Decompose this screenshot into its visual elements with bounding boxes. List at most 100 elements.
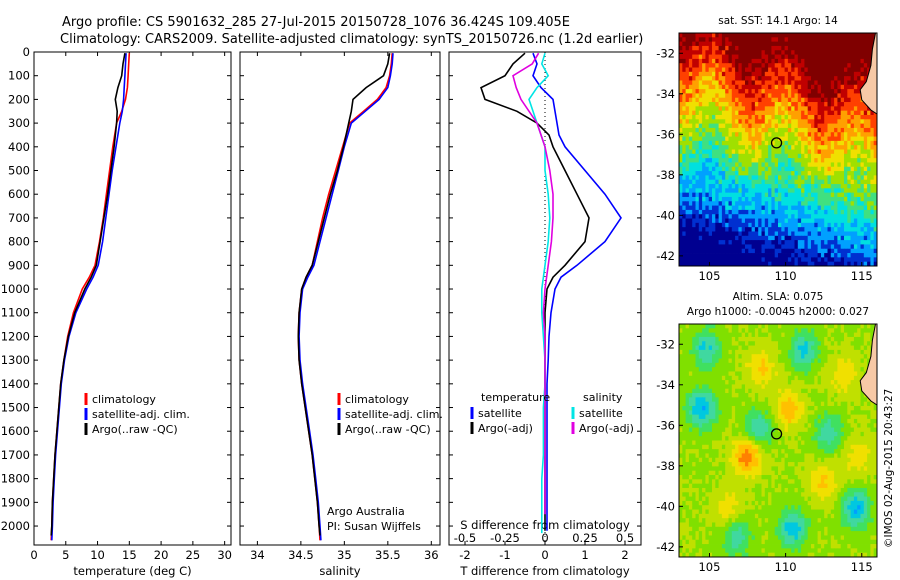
heatmap-cell bbox=[712, 158, 716, 163]
heatmap-cell bbox=[814, 54, 818, 60]
heatmap-cell bbox=[754, 145, 759, 150]
heatmap-cell bbox=[774, 132, 779, 137]
heatmap-cell bbox=[682, 136, 686, 142]
heatmap-cell bbox=[850, 393, 855, 398]
heatmap-cell bbox=[817, 102, 822, 107]
heatmap-cell bbox=[837, 50, 842, 55]
heatmap-cell bbox=[682, 371, 686, 377]
heatmap-cell bbox=[745, 97, 749, 103]
heatmap-cell bbox=[702, 106, 706, 112]
heatmap-cell bbox=[741, 171, 746, 176]
heatmap-cell bbox=[781, 345, 785, 351]
heatmap-cell bbox=[857, 405, 861, 411]
heatmap-cell bbox=[718, 127, 723, 133]
heatmap-cell bbox=[761, 358, 766, 364]
heatmap-cell bbox=[807, 192, 812, 198]
heatmap-cell bbox=[679, 414, 683, 420]
heatmap-cell bbox=[679, 393, 683, 398]
heatmap-cell bbox=[745, 328, 749, 334]
heatmap-cell bbox=[768, 67, 772, 73]
heatmap-cell bbox=[870, 153, 875, 159]
heatmap-cell bbox=[870, 132, 875, 137]
heatmap-cell bbox=[830, 222, 835, 228]
heatmap-cell bbox=[702, 175, 706, 181]
heatmap-cell bbox=[784, 358, 789, 364]
heatmap-cell bbox=[778, 54, 782, 60]
heatmap-cell bbox=[692, 192, 696, 198]
heatmap-cell bbox=[692, 354, 696, 359]
heatmap-cell bbox=[748, 222, 752, 228]
heatmap-cell bbox=[731, 384, 736, 390]
heatmap-cell bbox=[715, 119, 719, 125]
heatmap-cell bbox=[685, 253, 690, 258]
heatmap-cell bbox=[850, 45, 855, 51]
heatmap-cell bbox=[728, 102, 733, 107]
heatmap-cell bbox=[768, 332, 772, 338]
heatmap-cell bbox=[867, 132, 871, 137]
heatmap-cell bbox=[741, 231, 746, 237]
heatmap-cell bbox=[863, 166, 868, 172]
heatmap-cell bbox=[807, 102, 812, 107]
heatmap-cell bbox=[814, 218, 818, 224]
heatmap-cell bbox=[837, 33, 842, 38]
heatmap-cell bbox=[774, 205, 779, 211]
heatmap-cell bbox=[837, 235, 842, 241]
heatmap-cell bbox=[820, 371, 825, 377]
map-title: sat. SST: 14.1 Argo: 14 bbox=[718, 15, 838, 27]
heatmap-cell bbox=[764, 84, 769, 90]
heatmap-cell bbox=[682, 332, 686, 338]
heatmap-cell bbox=[840, 145, 845, 150]
heatmap-cell bbox=[847, 380, 851, 385]
heatmap-cell bbox=[712, 110, 716, 116]
heatmap-cell bbox=[814, 384, 818, 390]
heatmap-cell bbox=[708, 41, 713, 47]
heatmap-cell bbox=[824, 244, 828, 250]
heatmap-cell bbox=[721, 414, 726, 420]
heatmap-cell bbox=[860, 257, 865, 263]
heatmap-cell bbox=[801, 358, 805, 364]
heatmap-cell bbox=[751, 405, 756, 411]
heatmap-cell bbox=[820, 145, 825, 150]
heatmap-cell bbox=[679, 50, 683, 55]
heatmap-cell bbox=[745, 209, 749, 215]
heatmap-cell bbox=[725, 324, 729, 329]
heatmap-cell bbox=[787, 393, 792, 398]
heatmap-cell bbox=[774, 214, 779, 219]
heatmap-cell bbox=[748, 188, 752, 194]
heatmap-cell bbox=[771, 418, 776, 424]
heatmap-cell bbox=[698, 140, 703, 146]
heatmap-cell bbox=[850, 405, 855, 411]
heatmap-cell bbox=[695, 89, 700, 94]
heatmap-cell bbox=[847, 123, 851, 129]
heatmap-cell bbox=[745, 140, 749, 146]
heatmap-cell bbox=[764, 349, 769, 355]
heatmap-cell bbox=[692, 196, 696, 202]
heatmap-cell bbox=[679, 349, 683, 355]
heatmap-cell bbox=[764, 324, 769, 329]
heatmap-cell bbox=[745, 362, 749, 368]
heatmap-cell bbox=[797, 188, 802, 194]
heatmap-cell bbox=[708, 257, 713, 263]
heatmap-cell bbox=[745, 58, 749, 64]
heatmap-cell bbox=[870, 158, 875, 163]
heatmap-cell bbox=[860, 175, 865, 181]
heatmap-cell bbox=[748, 97, 752, 103]
heatmap-cell bbox=[857, 367, 861, 372]
heatmap-cell bbox=[781, 106, 785, 112]
heatmap-cell bbox=[844, 240, 848, 245]
heatmap-cell bbox=[801, 375, 805, 381]
heatmap-cell bbox=[824, 76, 828, 81]
heatmap-cell bbox=[745, 80, 749, 86]
heatmap-cell bbox=[751, 153, 756, 159]
heatmap-cell bbox=[807, 209, 812, 215]
heatmap-cell bbox=[820, 341, 825, 346]
heatmap-cell bbox=[712, 244, 716, 250]
heatmap-cell bbox=[761, 349, 766, 355]
heatmap-cell bbox=[774, 162, 779, 168]
heatmap-cell bbox=[844, 153, 848, 159]
heatmap-cell bbox=[751, 175, 756, 181]
heatmap-cell bbox=[745, 153, 749, 159]
heatmap-cell bbox=[708, 89, 713, 94]
heatmap-cell bbox=[794, 41, 799, 47]
heatmap-cell bbox=[718, 37, 723, 43]
